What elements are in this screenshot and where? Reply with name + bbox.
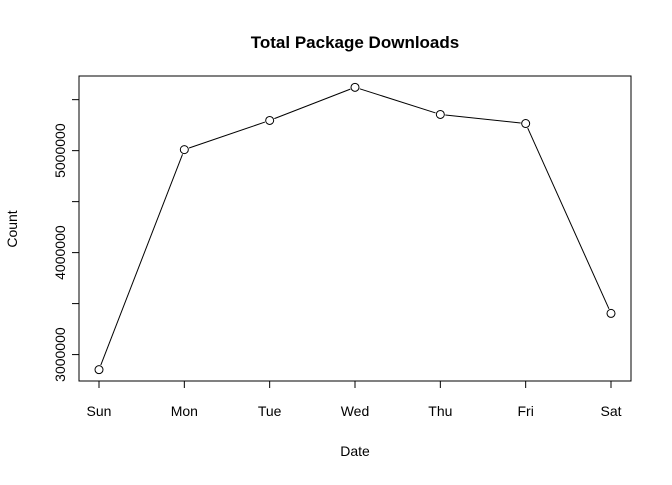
line-segment	[445, 114, 521, 124]
y-axis-label: Count	[4, 210, 20, 247]
y-tick-label: 3000000	[52, 327, 68, 382]
line-segment	[527, 127, 610, 310]
data-point	[521, 119, 531, 129]
x-tick-label: Thu	[428, 403, 452, 419]
data-point	[94, 365, 104, 375]
chart-title: Total Package Downloads	[251, 33, 459, 52]
plot-frame	[78, 75, 632, 382]
line-segment	[100, 154, 183, 366]
series-line	[94, 82, 616, 375]
line-segment	[359, 88, 436, 114]
data-point	[350, 82, 360, 92]
data-point	[179, 145, 189, 155]
x-tick-label: Tue	[258, 403, 282, 419]
x-axis-label: Date	[340, 443, 370, 459]
y-axis: 3000000 4000000 5000000	[52, 99, 80, 382]
x-axis: Sun Mon Tue Wed Thu Fri Sat	[87, 380, 622, 419]
line-segment	[188, 121, 266, 149]
y-tick-label: 5000000	[52, 123, 68, 178]
line-segment	[274, 88, 351, 120]
x-tick-label: Fri	[518, 403, 534, 419]
x-tick-label: Sun	[87, 403, 112, 419]
data-point	[435, 109, 445, 119]
x-tick-label: Wed	[341, 403, 370, 419]
x-tick-label: Sat	[600, 403, 621, 419]
data-point	[265, 115, 275, 125]
x-tick-label: Mon	[171, 403, 198, 419]
data-point	[606, 308, 616, 318]
y-tick-label: 4000000	[52, 225, 68, 280]
